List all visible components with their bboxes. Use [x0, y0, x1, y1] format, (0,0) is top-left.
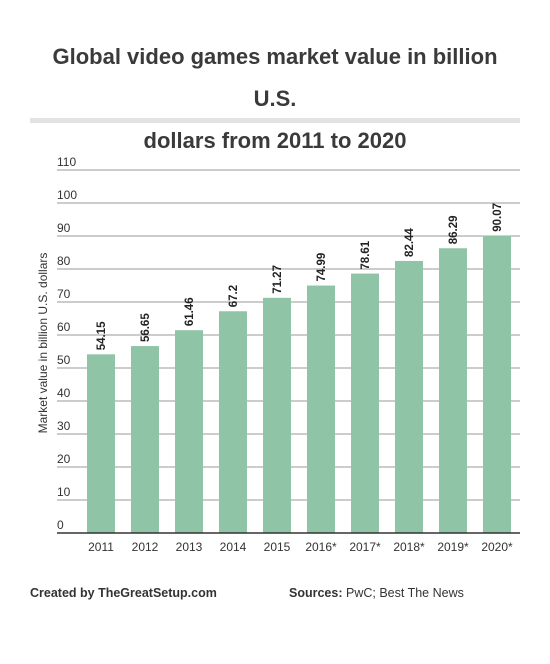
- y-tick-label: 110: [57, 155, 76, 169]
- y-tick-label: 90: [57, 221, 71, 235]
- x-tick-label: 2014: [220, 540, 247, 554]
- data-label: 71.27: [272, 265, 284, 294]
- bar: [263, 297, 291, 533]
- data-label: 67.2: [228, 285, 240, 307]
- y-tick-label: 40: [57, 386, 71, 400]
- y-tick-label: 100: [57, 188, 77, 202]
- y-tick-label: 20: [57, 452, 71, 466]
- bar: [395, 260, 423, 533]
- bar: [307, 285, 335, 533]
- title-divider: [30, 118, 520, 123]
- y-axis-label: Market value in billion U.S. dollars: [36, 253, 50, 434]
- x-tick-label: 2012: [132, 540, 159, 554]
- data-label: 82.44: [404, 228, 416, 257]
- x-tick-label: 2020*: [481, 540, 513, 554]
- y-tick-label: 10: [57, 485, 71, 499]
- bar: [87, 354, 115, 533]
- data-label: 61.46: [184, 297, 196, 326]
- data-label: 54.15: [96, 321, 108, 350]
- y-tick-label: 0: [57, 518, 64, 532]
- data-label: 74.99: [316, 253, 328, 282]
- bar: [483, 235, 511, 534]
- x-tick-label: 2015: [264, 540, 291, 554]
- bar: [219, 311, 247, 533]
- x-tick-label: 2011: [88, 540, 114, 554]
- data-label: 56.65: [140, 313, 152, 342]
- x-tick-label: 2013: [176, 540, 203, 554]
- y-tick-label: 70: [57, 287, 71, 301]
- sources-label: Sources:: [289, 586, 343, 600]
- y-tick-label: 50: [57, 353, 71, 367]
- data-label: 86.29: [448, 215, 460, 244]
- created-by: Created by TheGreatSetup.com: [30, 586, 217, 600]
- chart-title-line-2: dollars from 2011 to 2020: [143, 128, 407, 153]
- bar: [351, 273, 379, 533]
- chart-title-line-1: Global video games market value in billi…: [52, 44, 498, 111]
- y-tick-label: 80: [57, 254, 71, 268]
- y-tick-label: 30: [57, 419, 71, 433]
- data-label: 90.07: [492, 203, 504, 232]
- bar: [131, 346, 159, 533]
- bar: [175, 330, 203, 533]
- x-tick-label: 2017*: [349, 540, 381, 554]
- x-tick-label: 2018*: [393, 540, 425, 554]
- chart-title: Global video games market value in billi…: [30, 36, 520, 162]
- x-tick-label: 2016*: [305, 540, 337, 554]
- sources-value: PwC; Best The News: [345, 586, 464, 600]
- created-by-label: Created by TheGreatSetup.com: [30, 586, 217, 600]
- x-tick-label: 2019*: [437, 540, 469, 554]
- y-tick-label: 60: [57, 320, 71, 334]
- data-label: 78.61: [360, 240, 372, 269]
- bar: [439, 248, 467, 534]
- sources: Sources: PwC; Best The News: [289, 586, 464, 600]
